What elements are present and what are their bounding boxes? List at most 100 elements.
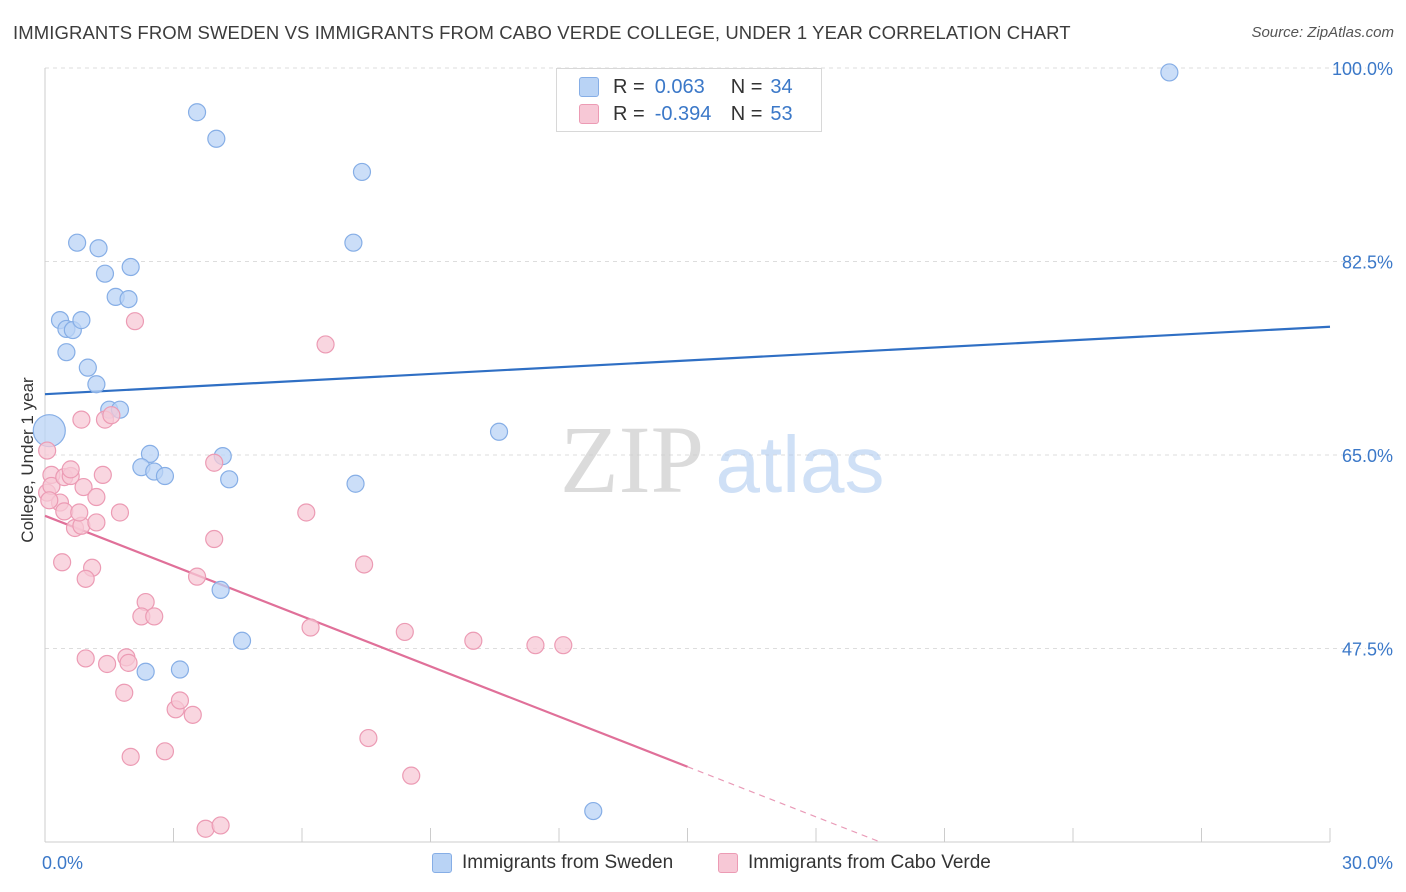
sweden-point — [87, 375, 106, 394]
y-tick-labels: 100.0% 82.5% 65.0% 47.5% — [1332, 59, 1393, 660]
trend-lines — [44, 325, 1331, 843]
caboverde-point — [205, 453, 224, 472]
sweden-point — [352, 162, 372, 182]
caboverde-point — [155, 742, 175, 761]
legend-label-sweden: Immigrants from Sweden — [462, 852, 674, 873]
caboverde-point — [98, 654, 117, 674]
sweden-point — [207, 129, 226, 148]
sweden-point — [89, 239, 108, 258]
caboverde-point — [125, 312, 145, 331]
sweden-point — [57, 343, 76, 362]
caboverde-point — [61, 460, 80, 479]
caboverde-point — [355, 555, 374, 574]
sweden-point — [346, 474, 365, 493]
caboverde-point — [76, 649, 95, 668]
watermark: ZIP atlas — [560, 406, 884, 513]
caboverde-point — [301, 618, 320, 637]
y-tick-label: 65.0% — [1342, 446, 1393, 466]
caboverde-point — [395, 622, 414, 642]
legend-swatch-caboverde — [718, 853, 738, 873]
caboverde-point — [70, 503, 89, 522]
caboverde-point — [205, 529, 224, 549]
y-tick-label: 82.5% — [1342, 253, 1393, 273]
sweden-point — [1160, 63, 1179, 82]
caboverde-point — [187, 567, 207, 586]
legend-swatch-caboverde — [579, 104, 599, 124]
legend-n-label: N = — [730, 75, 763, 98]
legend-n-label: N = — [730, 102, 763, 125]
sweden-point — [119, 289, 138, 309]
sweden-point — [78, 358, 97, 377]
caboverde-point — [72, 410, 91, 429]
sweden-point — [344, 233, 363, 252]
x-tick-label-min: 0.0% — [42, 853, 83, 873]
x-tick-labels: 0.0% 30.0% — [42, 853, 1393, 873]
caboverde-trend-line — [44, 514, 688, 768]
caboverde-point — [55, 502, 74, 521]
chart-source: Source: ZipAtlas.com — [1251, 24, 1394, 41]
sweden-trend-line — [44, 325, 1331, 396]
caboverde-point — [145, 607, 164, 626]
caboverde-point — [316, 335, 335, 354]
sweden-point — [232, 631, 252, 650]
legend-row-caboverde: R = -0.394 N = 53 — [579, 101, 793, 127]
legend-swatch-sweden — [432, 853, 452, 873]
caboverde-point — [464, 631, 483, 650]
y-tick-label: 47.5% — [1342, 640, 1393, 660]
caboverde-point — [196, 819, 215, 838]
watermark-zip: ZIP — [560, 406, 704, 513]
caboverde-point — [93, 465, 112, 485]
caboverde-point — [53, 553, 72, 572]
sweden-point — [489, 422, 509, 441]
caboverde-point — [40, 491, 59, 510]
sweden-point — [211, 580, 230, 599]
sweden-point — [68, 233, 87, 252]
caboverde-point — [87, 513, 106, 532]
caboverde-point — [102, 406, 121, 425]
legend-r-label: R = — [613, 102, 645, 125]
caboverde-point — [402, 766, 421, 785]
legend-r-label: R = — [613, 75, 645, 98]
legend-r-sweden: 0.063 — [654, 75, 705, 98]
caboverde-point — [554, 636, 573, 655]
watermark-atlas: atlas — [716, 420, 885, 509]
caboverde-point — [359, 728, 378, 748]
caboverde-point — [121, 747, 140, 766]
y-tick-label: 100.0% — [1332, 59, 1393, 79]
caboverde-point — [297, 503, 316, 522]
sweden-point — [584, 801, 603, 821]
sweden-point — [140, 444, 160, 463]
caboverde-point — [526, 636, 545, 655]
legend-item-sweden[interactable]: Immigrants from Sweden — [432, 852, 673, 874]
gridlines — [45, 67, 1366, 649]
caboverde-point — [76, 569, 95, 588]
stats-legend: R = 0.063 N = 34 R = -0.394 N = 53 — [556, 68, 822, 132]
caboverde-point — [119, 653, 138, 672]
sweden-point — [220, 470, 239, 489]
sweden-point — [121, 257, 140, 277]
legend-swatch-sweden — [579, 77, 599, 97]
caboverde-point — [38, 441, 57, 460]
caboverde-point — [183, 705, 202, 724]
data-points — [32, 63, 1179, 838]
caboverde-point — [211, 816, 230, 835]
x-tick-label-max: 30.0% — [1342, 853, 1393, 873]
series-legend: Immigrants from Sweden Immigrants from C… — [0, 852, 1406, 878]
legend-item-caboverde[interactable]: Immigrants from Cabo Verde — [718, 852, 991, 874]
legend-row-sweden: R = 0.063 N = 34 — [579, 74, 793, 100]
legend-n-caboverde: 53 — [770, 102, 793, 125]
legend-r-caboverde: -0.394 — [654, 102, 712, 125]
caboverde-point — [74, 477, 93, 497]
sweden-point — [155, 466, 175, 486]
y-axis-label: College, Under 1 year — [18, 377, 37, 543]
legend-label-caboverde: Immigrants from Cabo Verde — [748, 852, 991, 873]
caboverde-point — [87, 487, 106, 507]
sweden-point — [170, 660, 190, 679]
legend-n-sweden: 34 — [770, 75, 793, 98]
sweden-point — [136, 662, 155, 681]
caboverde-point — [170, 691, 190, 710]
sweden-point — [95, 264, 115, 283]
caboverde-trend-extension — [687, 766, 881, 843]
chart-title: IMMIGRANTS FROM SWEDEN VS IMMIGRANTS FRO… — [13, 22, 1071, 43]
